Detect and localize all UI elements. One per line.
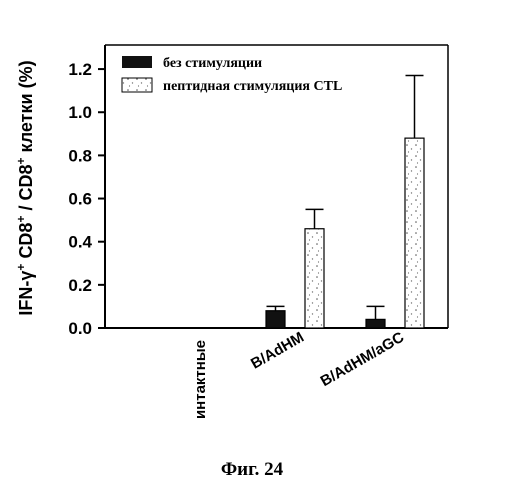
y-tick-label: 0.6	[68, 190, 92, 209]
legend: без стимуляции пептидная стимуляция CTL	[122, 56, 342, 94]
y-tick-label: 0.4	[68, 233, 92, 252]
y-tick-label: 0.0	[68, 319, 92, 338]
y-tick-label: 1.2	[68, 60, 92, 79]
y-tick-label: 0.2	[68, 276, 92, 295]
y-tick-label: 0.8	[68, 146, 92, 165]
x-category-label: B/AdHM	[248, 329, 307, 373]
bar-peptide-stimulation-1	[305, 229, 324, 328]
x-category-label: B/AdHM/aGC	[318, 329, 407, 390]
figure-caption: Фиг. 24	[221, 459, 284, 480]
legend-label-no-stimulation: без стимуляции	[163, 56, 262, 71]
x-category-label: интактные	[192, 340, 209, 419]
bar-no-stimulation-2	[366, 319, 385, 328]
legend-swatch-no-stimulation	[122, 56, 152, 68]
legend-swatch-peptide-stimulation	[122, 78, 152, 92]
y-axis-label: IFN-γ+ CD8+ / CD8+ клетки (%)	[14, 60, 36, 315]
bar-no-stimulation-1	[266, 311, 285, 328]
bar-peptide-stimulation-2	[405, 138, 424, 328]
legend-label-peptide-stimulation: пептидная стимуляция CTL	[163, 79, 342, 94]
y-tick-label: 1.0	[68, 103, 92, 122]
